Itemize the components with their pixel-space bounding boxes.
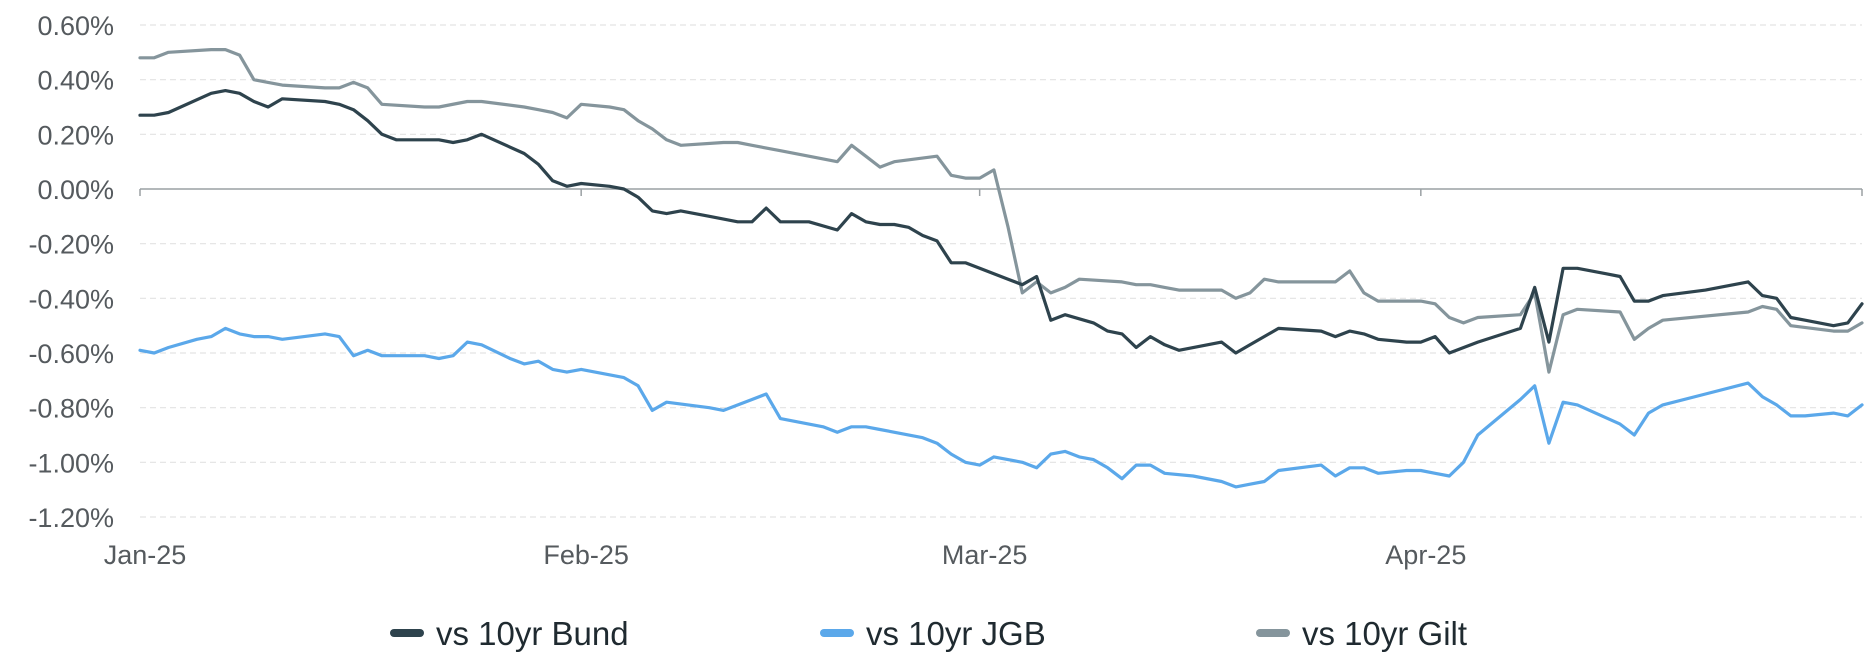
x-axis-tick-labels: Jan-25 Feb-25 Mar-25 Apr-25: [104, 540, 1467, 570]
x-tick-label: Feb-25: [543, 540, 629, 570]
y-tick-label: 0.40%: [37, 66, 114, 96]
x-tick-label: Jan-25: [104, 540, 187, 570]
legend-item: vs 10yr JGB: [820, 615, 1046, 652]
y-tick-label: -1.00%: [28, 448, 114, 478]
y-tick-label: 0.00%: [37, 175, 114, 205]
series-line-bund: [138, 89, 1864, 355]
x-tick-label: Mar-25: [942, 540, 1028, 570]
y-tick-label: 0.60%: [37, 11, 114, 41]
data-series: [138, 48, 1864, 489]
series-line-gilt: [138, 48, 1864, 374]
y-tick-label: -0.60%: [28, 339, 114, 369]
x-tick-label: Apr-25: [1385, 540, 1466, 570]
legend: vs 10yr Bund vs 10yr JGB vs 10yr Gilt: [390, 615, 1467, 652]
legend-label: vs 10yr JGB: [866, 615, 1046, 652]
y-axis-tick-labels: 0.60% 0.40% 0.20% 0.00% -0.20% -0.40% -0.60% -0…: [28, 11, 114, 533]
legend-label: vs 10yr Gilt: [1302, 615, 1467, 652]
y-tick-label: 0.20%: [37, 120, 114, 150]
y-tick-label: -0.40%: [28, 284, 114, 314]
y-tick-label: -1.20%: [28, 503, 114, 533]
axes: [139, 188, 1863, 196]
y-tick-label: -0.80%: [28, 394, 114, 424]
y-tick-label: -0.20%: [28, 230, 114, 260]
gridlines: [140, 24, 1862, 518]
legend-item: vs 10yr Bund: [390, 615, 629, 652]
legend-label: vs 10yr Bund: [436, 615, 629, 652]
legend-item: vs 10yr Gilt: [1256, 615, 1467, 652]
series-line-jgb: [138, 326, 1864, 489]
